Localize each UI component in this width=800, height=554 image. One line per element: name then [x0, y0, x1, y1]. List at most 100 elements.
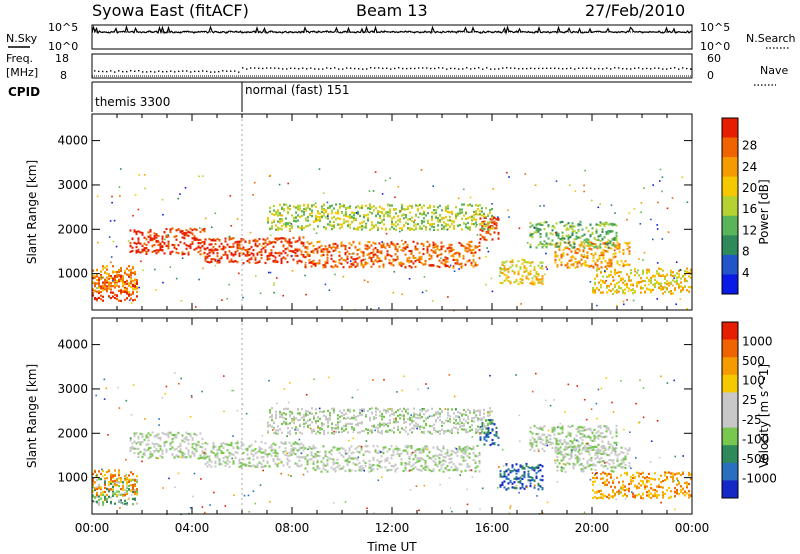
- data-cell: [171, 250, 174, 253]
- data-cell: [322, 250, 325, 254]
- data-cell: [312, 460, 315, 463]
- data-cell: [581, 234, 584, 237]
- data-cell: [452, 255, 455, 258]
- data-cell: [260, 257, 263, 260]
- data-cell: [374, 247, 377, 250]
- data-cell: [199, 242, 202, 245]
- data-cell: [129, 229, 132, 232]
- data-cell: [418, 251, 421, 254]
- data-cell: [382, 452, 385, 455]
- data-cell: [195, 450, 198, 453]
- data-cell: [445, 223, 447, 226]
- data-cell: [358, 444, 361, 448]
- data-cell: [570, 263, 573, 266]
- data-cell: [345, 211, 347, 214]
- data-cell: [102, 491, 104, 494]
- data-cell: [135, 232, 138, 236]
- data-cell: [573, 225, 576, 228]
- data-band: [92, 478, 138, 506]
- data-cell: [580, 468, 583, 471]
- data-cell: [661, 190, 663, 193]
- data-cell: [137, 447, 140, 450]
- data-cell: [517, 282, 520, 285]
- data-cell: [672, 271, 674, 274]
- data-cell: [388, 262, 391, 265]
- y-tick-label: 1000: [57, 267, 88, 281]
- data-cell: [362, 467, 365, 470]
- data-cell: [281, 431, 283, 434]
- data-cell: [531, 468, 534, 471]
- data-cell: [614, 245, 617, 248]
- data-cell: [114, 293, 116, 296]
- data-cell: [258, 251, 261, 254]
- data-cell: [250, 449, 253, 452]
- data-cell: [322, 264, 325, 267]
- data-cell: [527, 273, 530, 276]
- freq-point: [358, 68, 360, 70]
- data-cell: [352, 240, 355, 243]
- data-cell: [521, 281, 524, 284]
- data-cell: [381, 211, 383, 214]
- data-cell: [616, 260, 619, 263]
- data-cell: [356, 264, 359, 267]
- data-cell: [452, 265, 455, 268]
- data-cell: [122, 481, 124, 484]
- data-cell: [210, 260, 213, 263]
- data-cell: [274, 451, 277, 454]
- data-cell: [682, 471, 684, 474]
- data-cell: [535, 475, 538, 478]
- data-cell: [147, 249, 150, 252]
- data-cell: [634, 496, 636, 499]
- data-cell: [578, 249, 581, 252]
- data-cell: [344, 245, 347, 248]
- data-cell: [302, 456, 305, 459]
- data-cell: [594, 473, 596, 476]
- data-cell: [254, 465, 257, 468]
- data-cell: [116, 490, 118, 493]
- data-cell: [414, 451, 417, 454]
- data-cell: [634, 270, 636, 273]
- data-cell: [422, 252, 425, 256]
- data-cell: [133, 230, 136, 233]
- data-cell: [650, 291, 652, 294]
- data-cell: [271, 419, 273, 422]
- data-cell: [347, 206, 349, 209]
- data-cell: [161, 452, 164, 455]
- data-cell: [143, 236, 146, 239]
- data-cell: [187, 442, 190, 445]
- data-cell: [602, 471, 604, 474]
- data-cell: [100, 487, 102, 491]
- data-cell: [266, 256, 269, 259]
- data-cell: [229, 195, 232, 197]
- data-cell: [387, 211, 389, 214]
- data-cell: [673, 277, 675, 279]
- data-cell: [458, 255, 461, 258]
- data-cell: [509, 471, 512, 474]
- data-cell: [230, 444, 233, 447]
- data-cell: [232, 453, 235, 456]
- data-cell: [571, 232, 574, 235]
- data-cell: [284, 248, 287, 251]
- data-cell: [423, 212, 425, 215]
- data-cell: [374, 253, 377, 256]
- data-cell: [216, 456, 219, 459]
- data-cell: [326, 261, 329, 264]
- data-cell: [352, 263, 355, 266]
- data-cell: [92, 495, 94, 498]
- data-cell: [491, 221, 494, 224]
- data-cell: [441, 209, 443, 212]
- data-cell: [353, 214, 355, 217]
- freq-point: [386, 67, 388, 70]
- data-cell: [395, 228, 397, 231]
- data-cell: [571, 222, 574, 225]
- data-cell: [297, 204, 299, 208]
- data-cell: [187, 449, 190, 452]
- data-cell: [204, 217, 207, 220]
- data-cell: [279, 218, 281, 221]
- data-cell: [583, 184, 585, 187]
- data-cell: [541, 223, 544, 227]
- data-cell: [501, 263, 504, 266]
- data-cell: [155, 233, 158, 236]
- data-cell: [336, 462, 339, 465]
- data-cell: [614, 268, 616, 271]
